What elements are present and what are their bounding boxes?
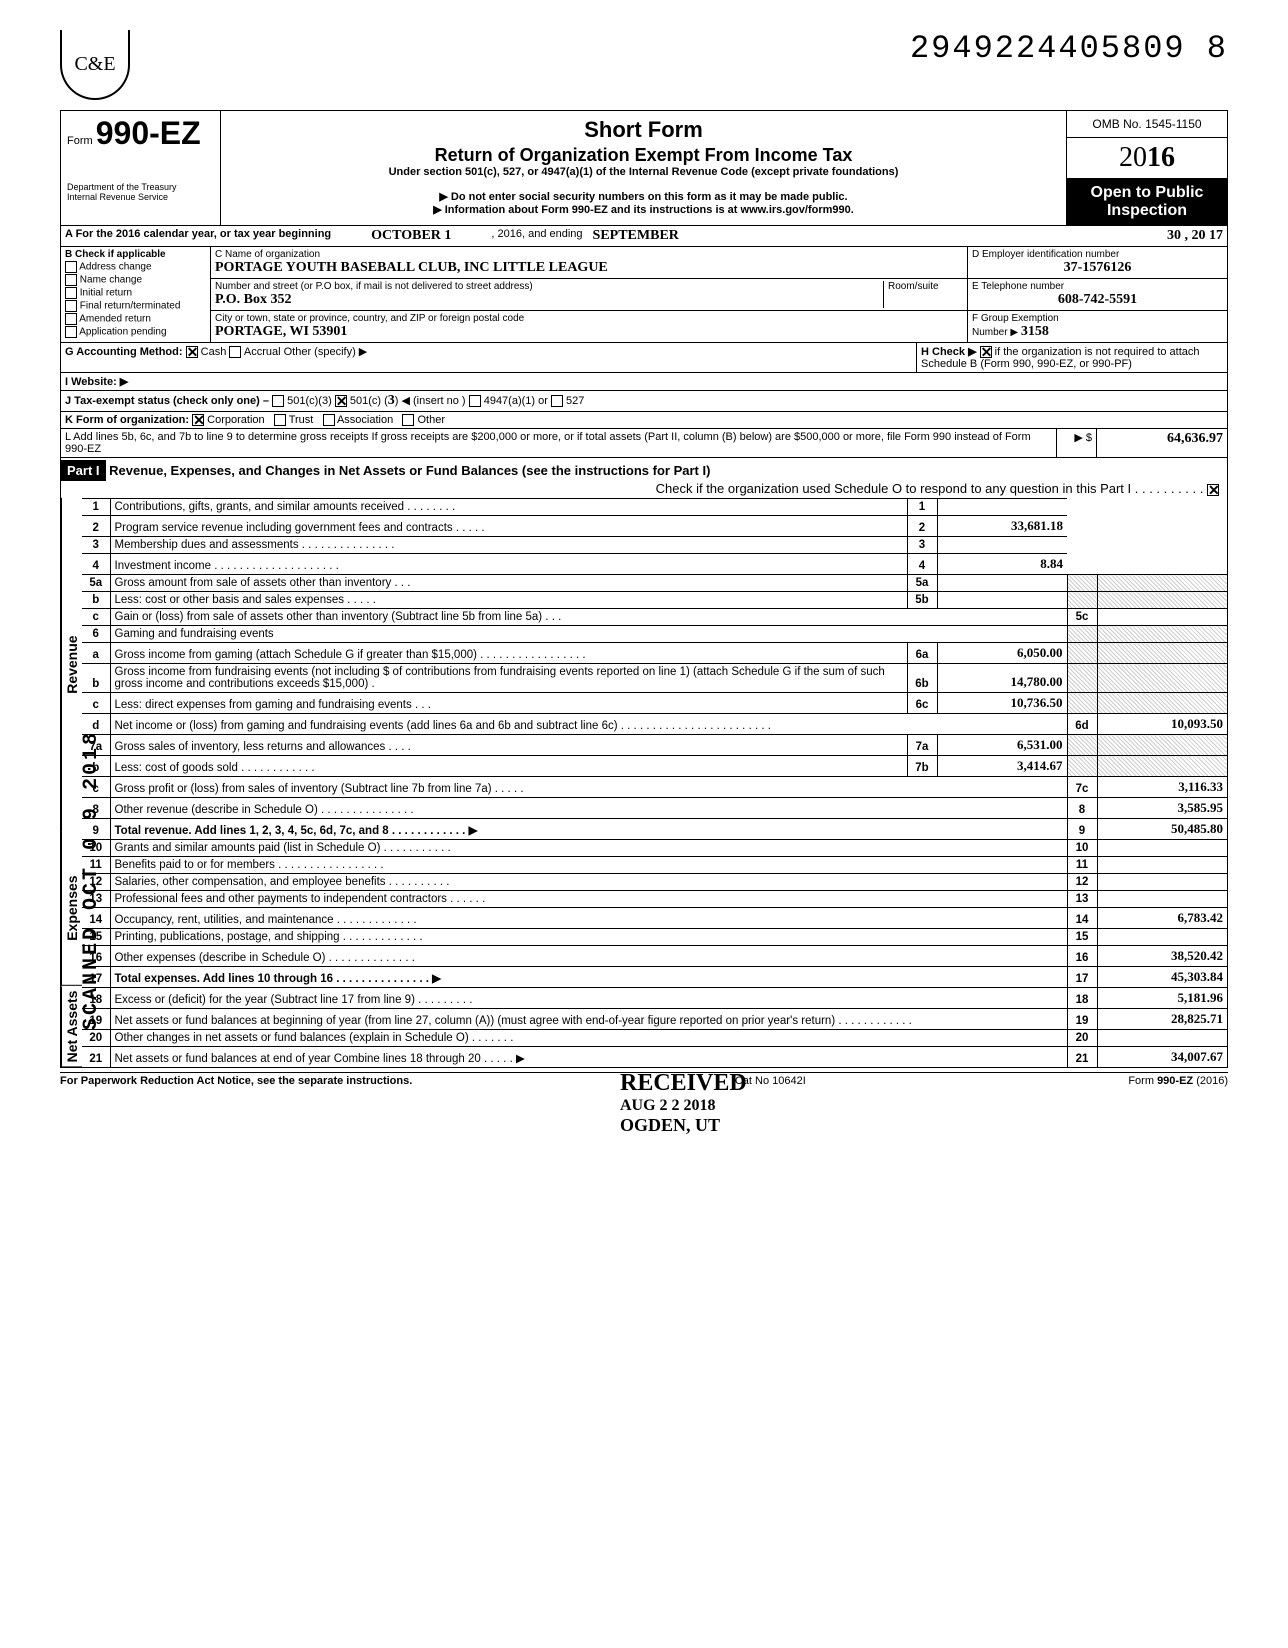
g-label: G Accounting Method:: [65, 346, 183, 358]
footer-right: Form 990-EZ (2016): [1128, 1075, 1228, 1087]
form-number: 990-EZ: [96, 115, 201, 151]
addr-label: Number and street (or P.O box, if mail i…: [215, 281, 883, 292]
ty-end: 30 , 20 17: [1167, 228, 1223, 244]
return-title: Return of Organization Exempt From Incom…: [229, 145, 1058, 166]
cash-check[interactable]: [186, 346, 198, 358]
reviewer-stamp: C&E: [60, 30, 130, 100]
ssn-warning: ▶ Do not enter social security numbers o…: [229, 190, 1058, 203]
dln-number: 2949224405809 8: [910, 30, 1228, 67]
f-label: F Group Exemption: [972, 313, 1223, 324]
city-label: City or town, state or province, country…: [215, 313, 963, 324]
info-link: ▶ Information about Form 990-EZ and its …: [229, 203, 1058, 216]
under-section: Under section 501(c), 527, or 4947(a)(1)…: [229, 166, 1058, 178]
i-label: I Website: ▶: [65, 376, 128, 388]
j-label: J Tax-exempt status (check only one) –: [65, 395, 269, 407]
omb-number: OMB No. 1545-1150: [1067, 111, 1227, 138]
f-num-label: Number ▶: [972, 327, 1018, 338]
org-city: PORTAGE, WI 53901: [215, 324, 963, 340]
c-name-label: C Name of organization: [215, 249, 963, 260]
ty-end-month: SEPTEMBER: [593, 228, 679, 244]
j-501c[interactable]: [335, 395, 347, 407]
stamp-text: C&E: [74, 55, 115, 73]
k-corp[interactable]: [192, 414, 204, 426]
k-other[interactable]: [402, 414, 414, 426]
h-label: H Check ▶: [921, 346, 977, 358]
footer-left: For Paperwork Reduction Act Notice, see …: [60, 1075, 412, 1087]
addr-change-check[interactable]: [65, 261, 77, 273]
group-exemption: 3158: [1021, 324, 1049, 339]
e-label: E Telephone number: [972, 281, 1223, 292]
j-527[interactable]: [551, 395, 563, 407]
app-pending-check[interactable]: [65, 326, 77, 338]
j-4947[interactable]: [469, 395, 481, 407]
k-trust[interactable]: [274, 414, 286, 426]
form-header: Form 990-EZ Department of the Treasury I…: [60, 110, 1228, 1068]
part-i-title: Revenue, Expenses, and Changes in Net As…: [109, 463, 710, 478]
l-value: 64,636.97: [1097, 429, 1227, 457]
l-text: L Add lines 5b, 6c, and 7b to line 9 to …: [61, 429, 1057, 457]
dept-label: Department of the Treasury Internal Reve…: [67, 182, 214, 202]
open-to-public: Open to Public Inspection: [1067, 178, 1227, 225]
accrual-check[interactable]: [229, 346, 241, 358]
line-a-label: A For the 2016 calendar year, or tax yea…: [65, 228, 331, 244]
k-assoc[interactable]: [323, 414, 335, 426]
part-i-badge: Part I: [61, 460, 106, 481]
revenue-label: Revenue: [61, 498, 82, 832]
final-return-check[interactable]: [65, 300, 77, 312]
room-label: Room/suite: [883, 281, 963, 308]
schedule-o-check[interactable]: [1207, 484, 1219, 496]
section-b-label: B Check if applicable: [65, 249, 166, 260]
org-address: P.O. Box 352: [215, 292, 883, 308]
ein: 37-1576126: [972, 260, 1223, 276]
d-label: D Employer identification number: [972, 249, 1223, 260]
amended-check[interactable]: [65, 313, 77, 325]
j-501c3[interactable]: [272, 395, 284, 407]
expenses-label: Expenses: [61, 832, 82, 986]
short-form-title: Short Form: [229, 117, 1058, 143]
lines-table: 1Contributions, gifts, grants, and simil…: [82, 498, 1227, 1067]
k-label: K Form of organization:: [65, 414, 189, 426]
footer-mid: Cat No 10642I: [735, 1075, 806, 1087]
phone: 608-742-5591: [972, 292, 1223, 308]
ty-begin: OCTOBER 1: [371, 228, 451, 244]
h-check[interactable]: [980, 346, 992, 358]
scanned-stamp: SCANNED OCT 0 9 2018: [80, 730, 103, 1030]
netassets-label: Net Assets: [61, 986, 82, 1067]
line-a-mid: , 2016, and ending: [491, 228, 582, 244]
org-name: PORTAGE YOUTH BASEBALL CLUB, INC LITTLE …: [215, 260, 963, 276]
tax-year: 2016: [1067, 138, 1227, 178]
l-arrow: ▶ $: [1057, 429, 1097, 457]
form-prefix: Form: [67, 135, 93, 147]
schedule-o-text: Check if the organization used Schedule …: [656, 481, 1204, 496]
initial-return-check[interactable]: [65, 287, 77, 299]
name-change-check[interactable]: [65, 274, 77, 286]
